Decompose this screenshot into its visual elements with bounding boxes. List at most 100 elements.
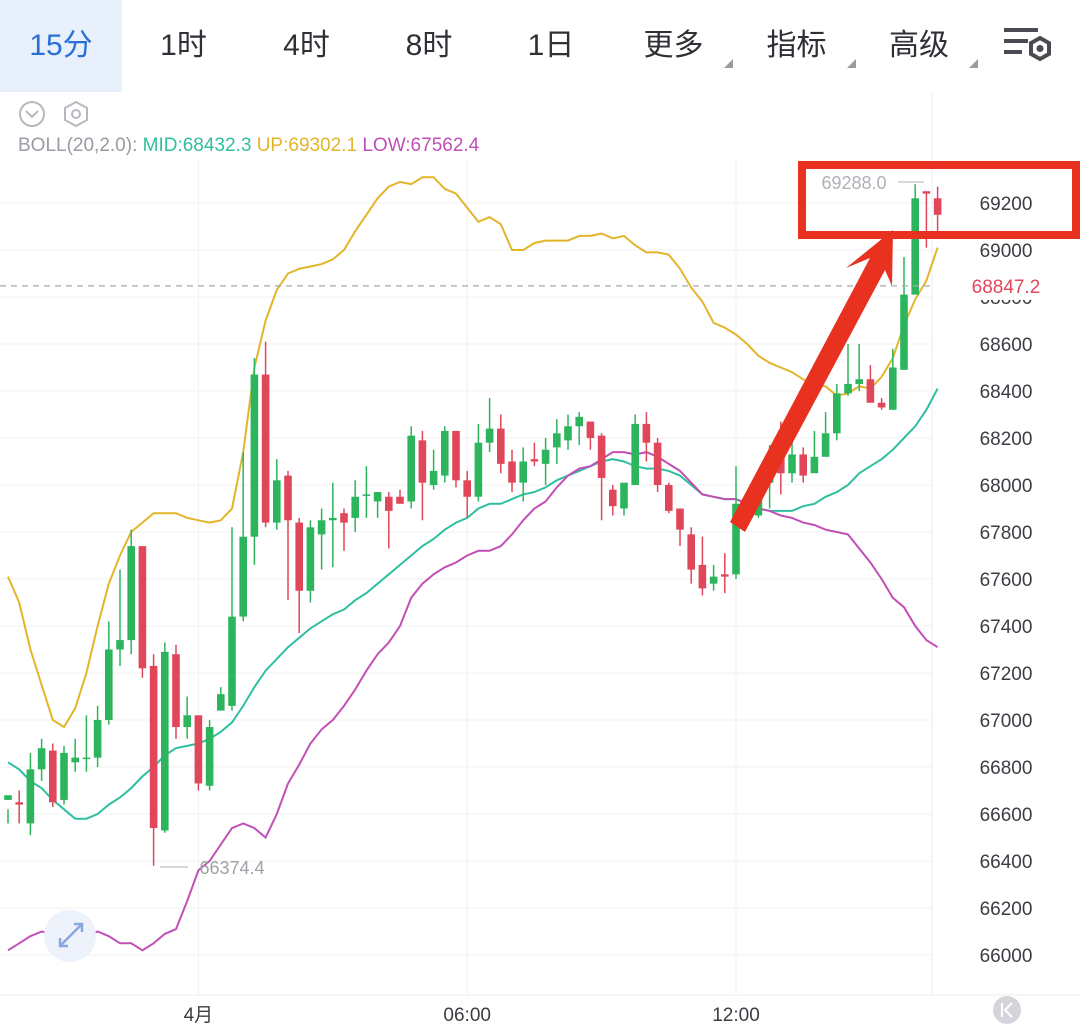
tab-label: 4时 <box>283 29 330 62</box>
candle-up <box>329 517 337 521</box>
candle-up <box>239 536 247 617</box>
tab-5[interactable]: 1日 <box>490 0 612 92</box>
candle-down <box>284 475 292 521</box>
tab-label: 15分 <box>29 29 93 62</box>
tab-3[interactable]: 4时 <box>245 0 368 92</box>
expand-icon-stroke <box>59 923 83 947</box>
expand-arrows-icon[interactable] <box>44 910 96 962</box>
scroll-to-latest-icon[interactable] <box>993 996 1021 1024</box>
y-tick-label: 68600 <box>980 335 1033 356</box>
y-tick-label: 66800 <box>980 758 1033 779</box>
candle-down <box>743 503 751 514</box>
candle-up <box>788 454 796 474</box>
hexagon-settings-icon[interactable] <box>62 100 90 128</box>
candle-down <box>687 534 695 570</box>
tab-8[interactable]: 高级 <box>858 0 980 92</box>
candle-down <box>452 430 460 481</box>
boll-mid: MID:68432.3 <box>142 135 252 156</box>
candle-down <box>777 454 785 474</box>
candle-up <box>553 433 561 448</box>
candle-up <box>709 576 718 584</box>
y-tick-label: 67800 <box>980 523 1033 544</box>
tab-label: 1日 <box>527 29 575 62</box>
candle-up <box>821 433 830 457</box>
tab-1[interactable]: 15分 <box>0 0 122 92</box>
tab-4[interactable]: 8时 <box>368 0 490 92</box>
candle-up <box>37 748 46 770</box>
candle-down <box>15 802 23 805</box>
candle-up <box>105 649 113 720</box>
expand-icon-bg <box>44 910 96 962</box>
candle-down <box>149 665 158 829</box>
candle-up <box>474 442 483 497</box>
candle-up <box>205 727 214 786</box>
expand-icon-arrow <box>58 938 68 948</box>
candle-up <box>183 715 191 728</box>
candle-down <box>586 421 595 438</box>
dropdown-indicator-icon <box>969 59 978 68</box>
candle-up <box>911 198 919 295</box>
high-price-label: 69288.0 <box>821 173 886 193</box>
candle-down <box>508 461 516 483</box>
tab-label: 指标 <box>766 29 827 62</box>
candle-down <box>597 435 606 478</box>
candle-up <box>810 456 819 474</box>
candle-down <box>418 440 427 483</box>
candle-down <box>653 442 662 485</box>
candle-up <box>161 651 169 831</box>
candle-up <box>441 430 449 476</box>
candle-up <box>900 294 908 370</box>
candle-up <box>116 640 124 650</box>
candle-down <box>609 489 617 507</box>
tab-7[interactable]: 指标 <box>735 0 858 92</box>
candle-down <box>49 750 57 803</box>
y-tick-label: 69000 <box>980 241 1033 262</box>
tab-label: 高级 <box>889 29 949 62</box>
candle-up <box>82 757 91 760</box>
boll-up-line <box>7 176 939 729</box>
candle-up <box>575 416 583 427</box>
boll-up: UP:69302.1 <box>256 135 358 156</box>
candle-down <box>295 522 303 591</box>
scroll-to-latest-chevron <box>1003 1002 1013 1018</box>
candle-up <box>228 616 236 706</box>
y-tick-label: 66000 <box>980 946 1033 967</box>
chevron-down-circle-icon[interactable] <box>18 100 46 128</box>
candle-down <box>497 428 505 464</box>
candle-down <box>194 715 203 784</box>
candle-up <box>889 367 897 410</box>
candle-up <box>754 482 763 516</box>
candle-up <box>519 461 527 483</box>
y-tick-label: 67600 <box>980 570 1033 591</box>
candle-up <box>127 546 135 641</box>
candle-up <box>631 423 639 485</box>
candle-up <box>485 428 494 443</box>
x-tick-label: 06:00 <box>443 1005 491 1026</box>
candle-up <box>71 757 79 763</box>
candle-down <box>665 485 673 511</box>
candle-up <box>351 496 359 518</box>
tab-6[interactable]: 更多 <box>612 0 735 92</box>
candle-down <box>698 564 707 589</box>
candle-down <box>642 423 651 443</box>
chart-settings-icon[interactable] <box>1002 24 1056 68</box>
current-price-label: 68847.2 <box>972 277 1041 298</box>
highlight-box <box>798 161 1080 239</box>
y-tick-label: 66200 <box>980 899 1033 920</box>
tab-label: 1时 <box>160 29 207 62</box>
y-tick-label: 67200 <box>980 664 1033 685</box>
current-price-label-bg <box>940 271 1080 300</box>
candle-down <box>340 513 348 523</box>
timeframe-toolbar: 15分 1时 4时 8时 1日 更多 指标 高级 <box>0 0 1080 92</box>
boll-low: LOW:67562.4 <box>362 135 480 156</box>
candle-up <box>93 720 102 758</box>
tab-label: 8时 <box>405 29 453 62</box>
boll-name: BOLL(20,2.0): <box>18 135 138 156</box>
candle-up <box>250 374 259 537</box>
candle-up <box>317 520 326 535</box>
boll-mid-line <box>7 388 939 820</box>
tab-2[interactable]: 1时 <box>122 0 245 92</box>
candle-up <box>844 383 852 394</box>
y-tick-label: 69200 <box>980 194 1033 215</box>
x-tick-label: 4月 <box>184 1005 214 1026</box>
